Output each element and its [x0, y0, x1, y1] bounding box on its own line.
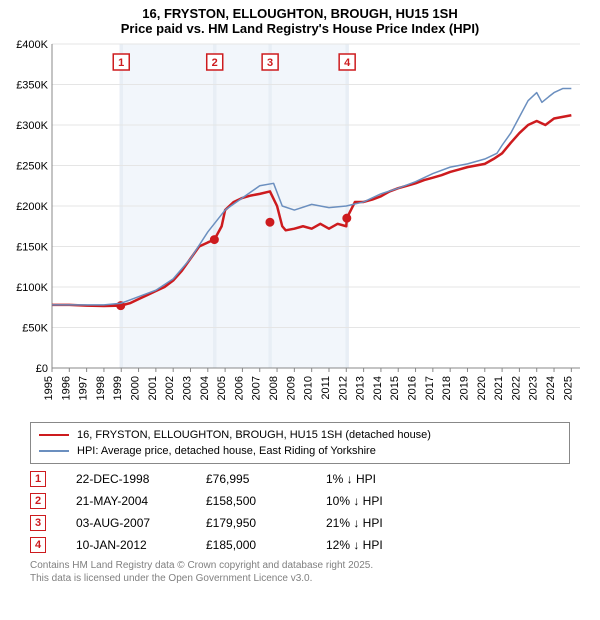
svg-text:2005: 2005: [216, 376, 228, 400]
svg-text:2014: 2014: [372, 376, 384, 400]
sale-point-diff: 21% ↓ HPI: [326, 516, 446, 530]
sale-point-date: 21-MAY-2004: [76, 494, 206, 508]
legend-label: 16, FRYSTON, ELLOUGHTON, BROUGH, HU15 1S…: [77, 429, 431, 441]
sale-point-date: 03-AUG-2007: [76, 516, 206, 530]
svg-text:2010: 2010: [303, 376, 315, 400]
svg-text:2018: 2018: [441, 376, 453, 400]
footer-line2: This data is licensed under the Open Gov…: [30, 573, 570, 586]
svg-text:2003: 2003: [181, 376, 193, 400]
sale-point-row: 4 10-JAN-2012£185,00012% ↓ HPI: [30, 534, 570, 556]
svg-text:2025: 2025: [562, 376, 574, 400]
sale-point-marker: 3: [30, 515, 46, 531]
svg-text:1995: 1995: [43, 376, 55, 400]
svg-text:1998: 1998: [95, 376, 107, 400]
svg-text:2006: 2006: [233, 376, 245, 400]
svg-text:£100K: £100K: [16, 282, 48, 294]
legend-item: HPI: Average price, detached house, East…: [39, 443, 561, 459]
svg-text:£350K: £350K: [16, 80, 48, 92]
svg-text:£50K: £50K: [22, 323, 48, 335]
footer-attribution: Contains HM Land Registry data © Crown c…: [30, 560, 570, 585]
svg-text:2023: 2023: [528, 376, 540, 400]
svg-text:1997: 1997: [78, 376, 90, 400]
footer-line1: Contains HM Land Registry data © Crown c…: [30, 560, 570, 573]
legend-swatch: [39, 434, 69, 437]
sale-point-row: 1 22-DEC-1998£76,9951% ↓ HPI: [30, 468, 570, 490]
sale-point-marker: 2: [30, 493, 46, 509]
svg-text:1996: 1996: [60, 376, 72, 400]
svg-text:£300K: £300K: [16, 120, 48, 132]
svg-text:2011: 2011: [320, 376, 332, 400]
svg-text:£0: £0: [36, 363, 48, 375]
sale-point-price: £179,950: [206, 516, 326, 530]
title-line2: Price paid vs. HM Land Registry's House …: [0, 21, 600, 36]
sale-point-diff: 1% ↓ HPI: [326, 472, 446, 486]
svg-text:1: 1: [118, 57, 124, 69]
svg-text:2007: 2007: [251, 376, 263, 400]
legend-label: HPI: Average price, detached house, East…: [77, 445, 376, 457]
svg-text:2008: 2008: [268, 376, 280, 400]
svg-text:2017: 2017: [424, 376, 436, 400]
sale-point-marker: 4: [30, 537, 46, 553]
sale-point-diff: 12% ↓ HPI: [326, 538, 446, 552]
svg-text:2015: 2015: [389, 376, 401, 400]
sale-point-marker: 1: [30, 471, 46, 487]
sale-point-date: 10-JAN-2012: [76, 538, 206, 552]
sale-point-date: 22-DEC-1998: [76, 472, 206, 486]
svg-text:2013: 2013: [355, 376, 367, 400]
svg-text:2: 2: [212, 57, 218, 69]
svg-text:1999: 1999: [112, 376, 124, 400]
svg-text:2002: 2002: [164, 376, 176, 400]
svg-text:2016: 2016: [407, 376, 419, 400]
svg-text:2019: 2019: [458, 376, 470, 400]
legend-item: 16, FRYSTON, ELLOUGHTON, BROUGH, HU15 1S…: [39, 427, 561, 443]
chart-container: { "title": { "line1": "16, FRYSTON, ELLO…: [0, 0, 600, 620]
price-chart: £0 £50K £100K £150K £200K £250K £300K £350K £400…: [10, 36, 590, 416]
legend-swatch: [39, 450, 69, 452]
svg-text:£200K: £200K: [16, 201, 48, 213]
title-block: 16, FRYSTON, ELLOUGHTON, BROUGH, HU15 1S…: [0, 0, 600, 36]
svg-text:4: 4: [344, 57, 351, 69]
legend: 16, FRYSTON, ELLOUGHTON, BROUGH, HU15 1S…: [30, 422, 570, 464]
svg-text:£400K: £400K: [16, 39, 48, 51]
sale-point-diff: 10% ↓ HPI: [326, 494, 446, 508]
svg-text:2009: 2009: [285, 376, 297, 400]
svg-text:2020: 2020: [476, 376, 488, 400]
svg-text:2004: 2004: [199, 376, 211, 400]
sale-point-price: £158,500: [206, 494, 326, 508]
sale-point-price: £185,000: [206, 538, 326, 552]
svg-text:2022: 2022: [510, 376, 522, 400]
svg-text:£250K: £250K: [16, 161, 48, 173]
title-line1: 16, FRYSTON, ELLOUGHTON, BROUGH, HU15 1S…: [0, 6, 600, 21]
svg-text:2012: 2012: [337, 376, 349, 400]
svg-text:3: 3: [267, 57, 273, 69]
svg-text:2021: 2021: [493, 376, 505, 400]
svg-text:2000: 2000: [130, 376, 142, 400]
sale-point-row: 2 21-MAY-2004£158,50010% ↓ HPI: [30, 490, 570, 512]
sale-point-price: £76,995: [206, 472, 326, 486]
svg-text:£150K: £150K: [16, 242, 48, 254]
sale-points-table: 122-DEC-1998£76,9951% ↓ HPI221-MAY-2004£…: [30, 468, 570, 556]
svg-text:2001: 2001: [147, 376, 159, 400]
svg-text:2024: 2024: [545, 376, 557, 400]
sale-point-row: 3 03-AUG-2007£179,95021% ↓ HPI: [30, 512, 570, 534]
